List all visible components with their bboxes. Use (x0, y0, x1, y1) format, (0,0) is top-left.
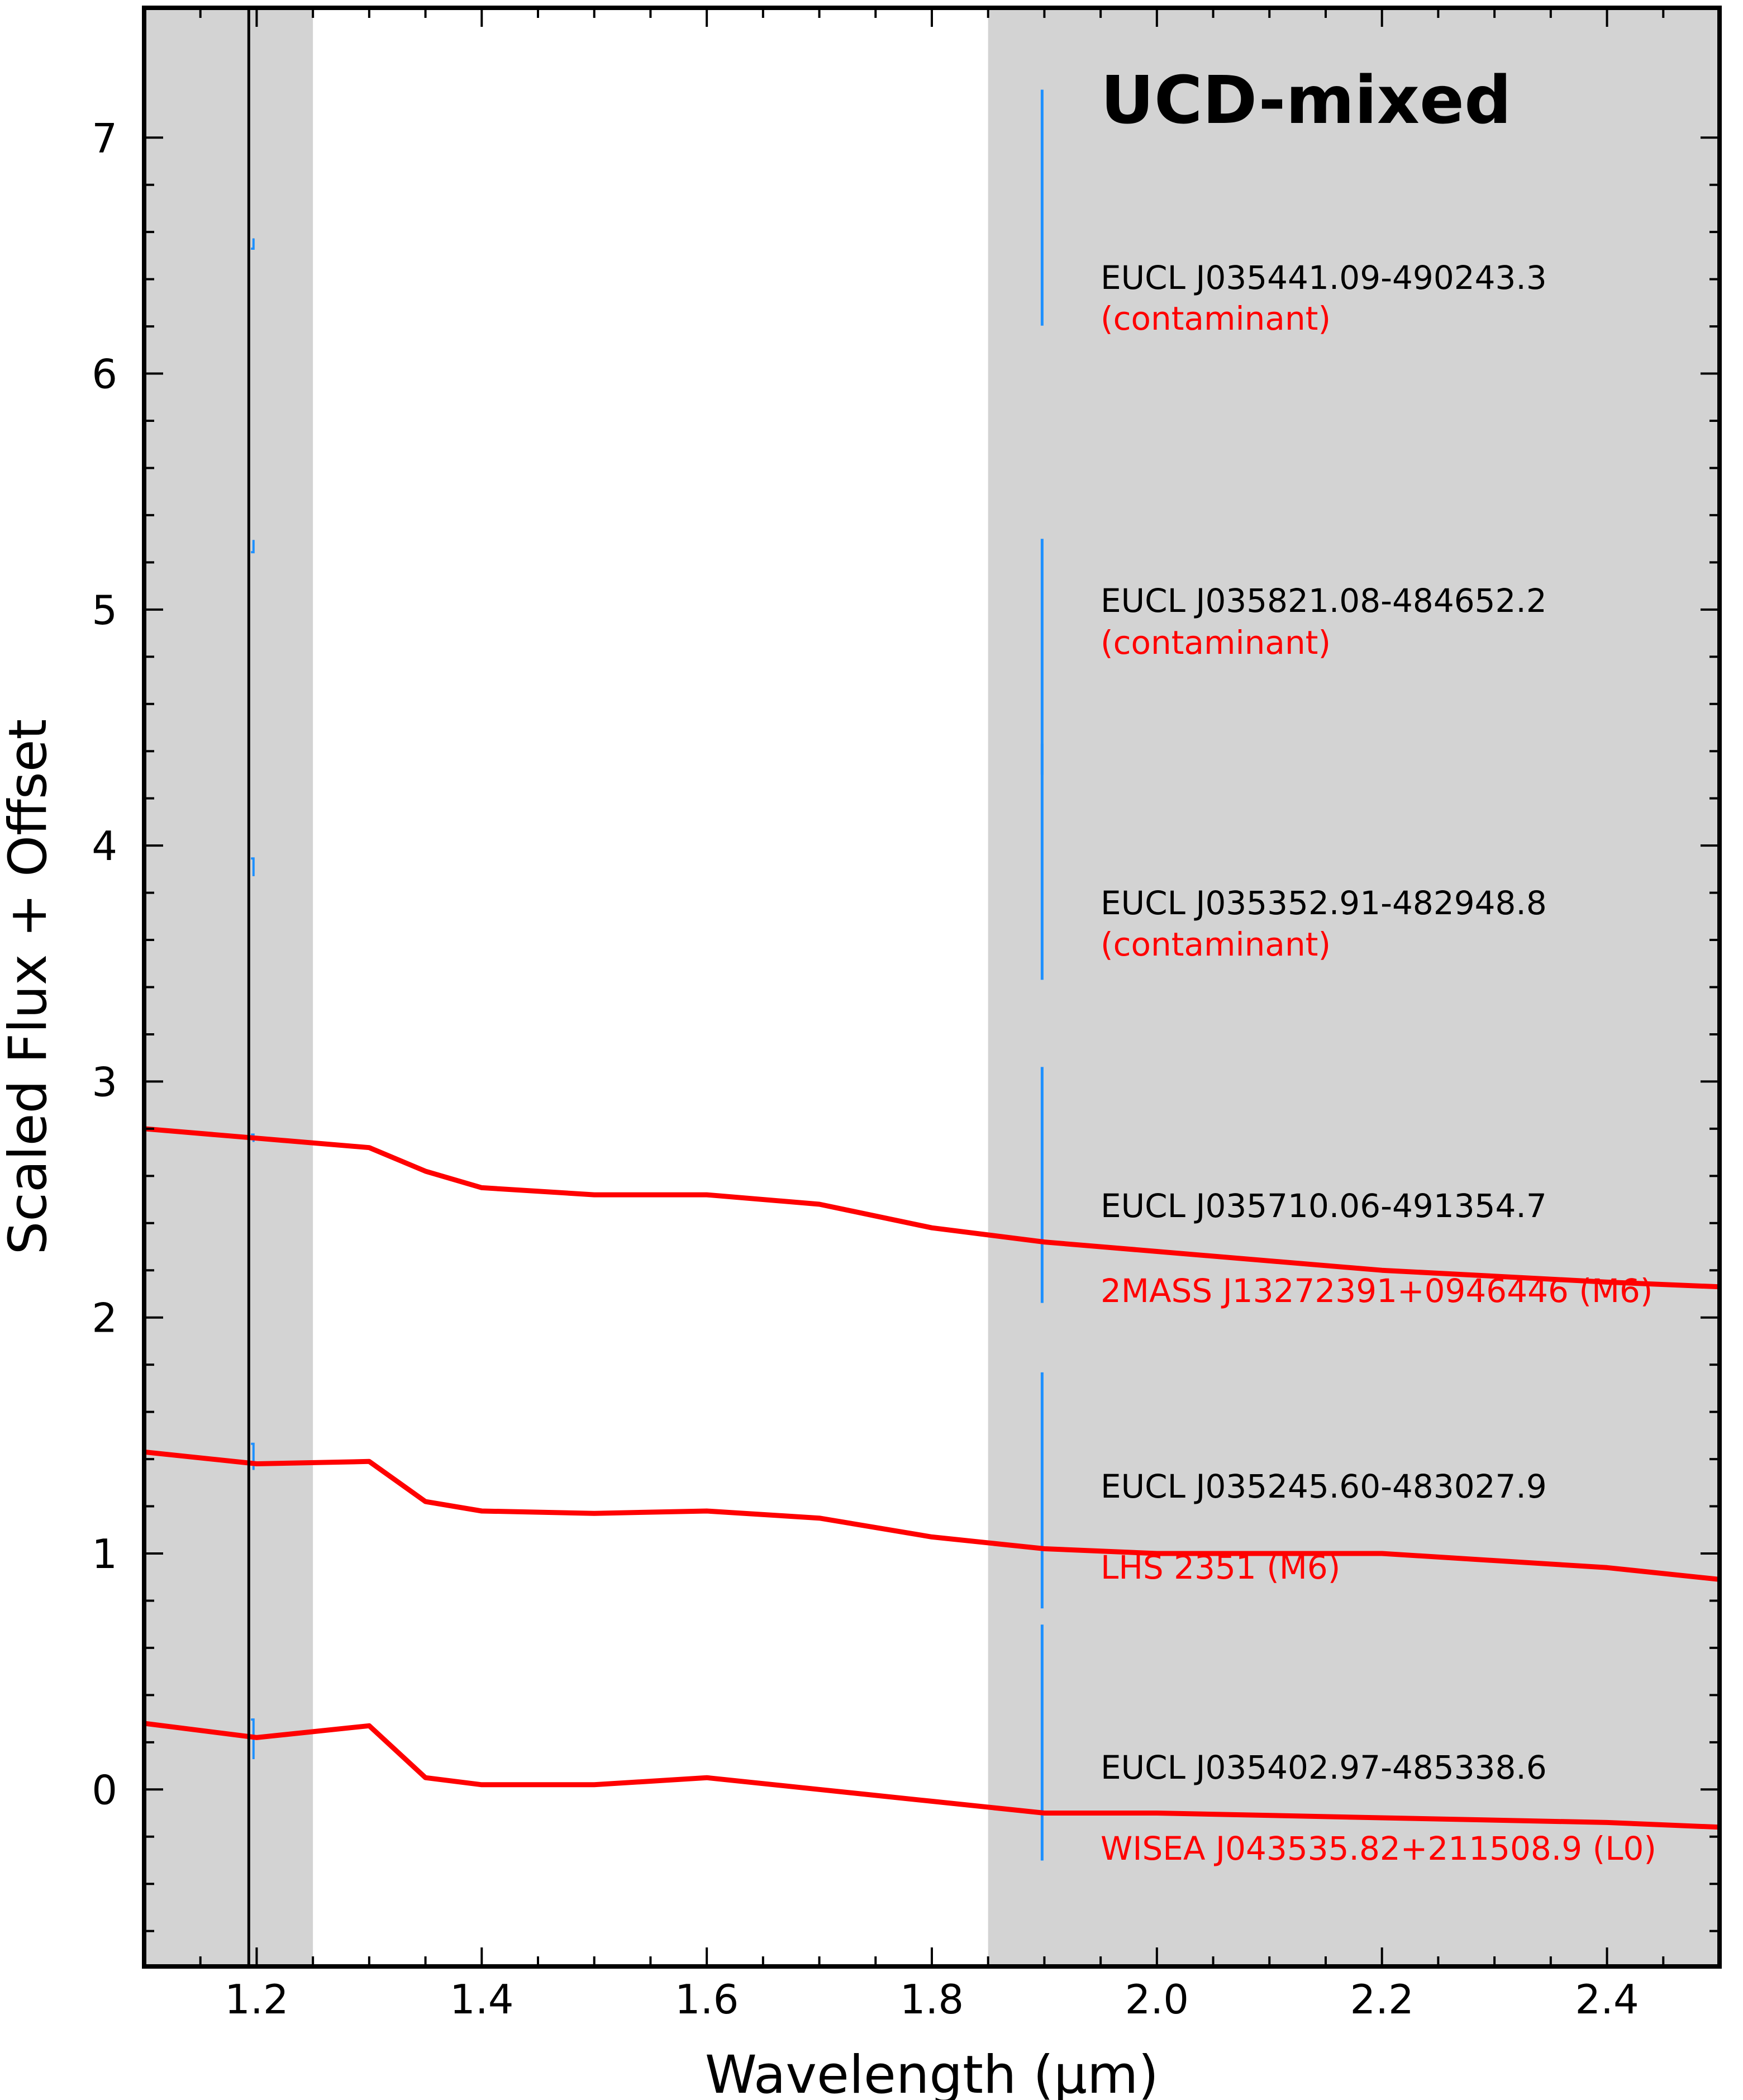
template-label-6: WISEA J043535.82+211508.9 (L0) (1101, 1830, 1656, 1868)
shaded-region-2 (988, 8, 1720, 1966)
object-label-2: EUCL J035821.08-484652.2 (1101, 582, 1547, 620)
y-tick-label: 0 (92, 1766, 117, 1813)
panel-title: UCD-mixed (1101, 61, 1512, 139)
y-tick-label: 3 (92, 1058, 117, 1105)
template-4 (144, 1126, 1720, 1290)
x-tick-label: 1.2 (225, 1976, 289, 2023)
x-tick-label: 2.4 (1575, 1976, 1639, 2023)
spectrum-6 (251, 1718, 255, 1759)
x-tick-label: 1.4 (450, 1976, 514, 2023)
template-label-4: 2MASS J13272391+0946446 (M6) (1101, 1272, 1653, 1310)
object-labels: EUCL J035441.09-490243.3 (contaminant) E… (1101, 259, 1656, 1868)
x-axis-title: Wavelength (μm) (705, 2045, 1159, 2100)
template-6 (144, 1721, 1720, 1830)
object-label-3: EUCL J035352.91-482948.8 (1101, 884, 1547, 922)
y-tick-label: 4 (92, 823, 117, 870)
x-tick-label: 1.8 (900, 1976, 964, 2023)
y-tick-label: 2 (92, 1295, 117, 1342)
shaded-regions (144, 8, 1720, 1966)
y-tick-label: 5 (92, 587, 117, 634)
spectrum-2 (251, 540, 255, 554)
y-tick-label: 6 (92, 351, 117, 398)
object-note-2: (contaminant) (1101, 624, 1331, 662)
spectrum-1 (251, 238, 255, 250)
object-label-5: EUCL J035245.60-483027.9 (1101, 1467, 1547, 1505)
object-label-4: EUCL J035710.06-491354.7 (1101, 1187, 1547, 1225)
spectrum-3 (251, 857, 255, 876)
object-label-6: EUCL J035402.97-485338.6 (1101, 1749, 1547, 1787)
axis-ticks: 1.2 1.4 1.6 1.8 2.0 2.2 2.4 0 1 2 3 4 5 6 7 (92, 8, 1721, 2023)
template-5 (144, 1449, 1720, 1582)
x-tick-label: 1.6 (675, 1976, 739, 2023)
x-tick-label: 2.0 (1125, 1976, 1189, 2023)
shaded-region-1 (144, 8, 313, 1966)
x-tick-label: 2.2 (1350, 1976, 1414, 2023)
y-axis-title: Scaled Flux + Offset (0, 719, 59, 1255)
spectra-series (144, 8, 1720, 1966)
object-note-1: (contaminant) (1101, 300, 1331, 338)
y-tick-label: 1 (92, 1531, 117, 1578)
object-note-3: (contaminant) (1101, 925, 1331, 963)
template-label-5: LHS 2351 (M6) (1101, 1548, 1340, 1586)
object-label-1: EUCL J035441.09-490243.3 (1101, 259, 1547, 297)
y-tick-label: 7 (92, 115, 117, 161)
